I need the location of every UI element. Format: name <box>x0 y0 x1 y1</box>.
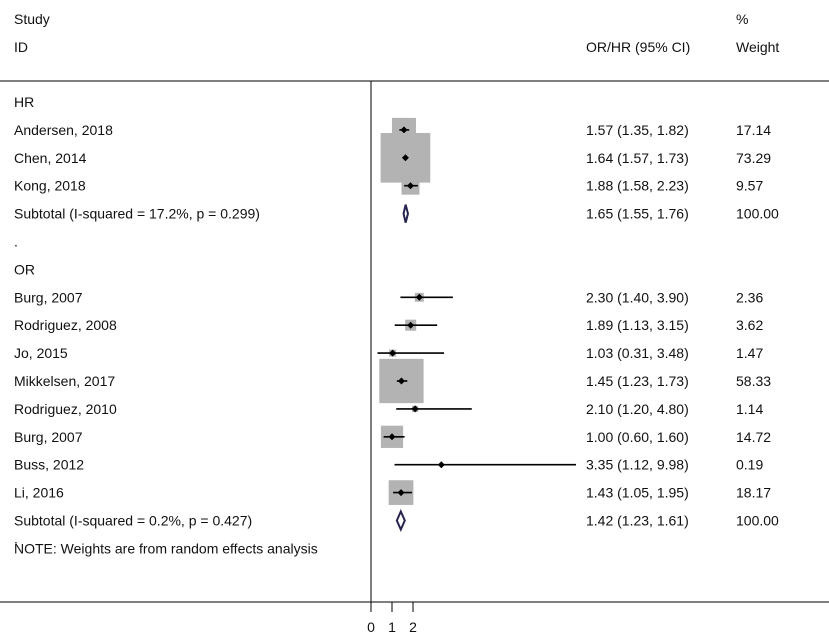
weight-text: 18.17 <box>736 485 771 501</box>
weight-text: 100.00 <box>736 513 779 529</box>
ci-text: 1.57 (1.35, 1.82) <box>586 122 689 138</box>
weight-text: 2.36 <box>736 289 763 305</box>
point-estimate <box>407 321 415 329</box>
ci-text: 1.42 (1.23, 1.61) <box>586 513 689 529</box>
study-label: Burg, 2007 <box>14 429 83 445</box>
ci-text: 1.65 (1.55, 1.76) <box>586 206 689 222</box>
weight-text: 1.47 <box>736 345 763 361</box>
ci-text: 1.43 (1.05, 1.95) <box>586 485 689 501</box>
weight-text: 58.33 <box>736 373 771 389</box>
note-text: NOTE: Weights are from random effects an… <box>14 540 318 556</box>
weight-text: 14.72 <box>736 429 771 445</box>
group-label: HR <box>14 94 34 110</box>
ci-text: 3.35 (1.12, 9.98) <box>586 457 689 473</box>
x-tick-label-0: 0 <box>367 619 375 635</box>
weight-text: 73.29 <box>736 150 771 166</box>
separator-dot: . <box>14 234 18 250</box>
forest-rows: HR Andersen, 2018 1.57 (1.35, 1.82) 17.14 Ch… <box>14 94 779 556</box>
study-label: Buss, 2012 <box>14 457 84 473</box>
header-percent: % <box>736 11 748 27</box>
ci-text: 1.45 (1.23, 1.73) <box>586 373 689 389</box>
point-estimate <box>389 349 397 357</box>
weight-text: 0.19 <box>736 457 763 473</box>
ci-text: 1.64 (1.57, 1.73) <box>586 150 689 166</box>
point-estimate <box>406 182 414 190</box>
header-weight: Weight <box>736 39 779 55</box>
ci-text: 2.30 (1.40, 3.90) <box>586 289 689 305</box>
study-label: Rodriguez, 2010 <box>14 401 117 417</box>
header-id: ID <box>14 39 28 55</box>
subtotal-label: Subtotal (I-squared = 17.2%, p = 0.299) <box>14 206 260 222</box>
pooled-diamond <box>395 509 406 532</box>
point-estimate <box>400 126 408 134</box>
header-study: Study <box>14 11 50 27</box>
study-label: Li, 2016 <box>14 485 64 501</box>
group-label: OR <box>14 261 35 277</box>
weight-text: 3.62 <box>736 317 763 333</box>
subtotal-label: Subtotal (I-squared = 0.2%, p = 0.427) <box>14 513 252 529</box>
header-ci: OR/HR (95% CI) <box>586 39 690 55</box>
point-estimate <box>411 405 419 413</box>
ci-text: 1.03 (0.31, 3.48) <box>586 345 689 361</box>
study-label: Burg, 2007 <box>14 289 83 305</box>
separator-dot: . <box>14 530 18 546</box>
ci-text: 1.88 (1.58, 2.23) <box>586 178 689 194</box>
ci-text: 1.89 (1.13, 3.15) <box>586 317 689 333</box>
pooled-diamond <box>402 204 409 223</box>
point-estimate <box>437 461 445 469</box>
point-estimate <box>401 154 409 162</box>
study-label: Jo, 2015 <box>14 345 68 361</box>
weight-text: 1.14 <box>736 401 763 417</box>
study-label: Mikkelsen, 2017 <box>14 373 115 389</box>
x-tick-label-1: 1 <box>388 619 396 635</box>
weight-text: 9.57 <box>736 178 763 194</box>
point-estimate <box>397 377 405 385</box>
study-label: Andersen, 2018 <box>14 122 113 138</box>
weight-text: 100.00 <box>736 206 779 222</box>
point-estimate <box>397 489 405 497</box>
ci-text: 1.00 (0.60, 1.60) <box>586 429 689 445</box>
x-tick-label-2: 2 <box>409 619 417 635</box>
weight-text: 17.14 <box>736 122 771 138</box>
study-label: Kong, 2018 <box>14 178 86 194</box>
point-estimate <box>415 293 423 301</box>
study-label: Chen, 2014 <box>14 150 87 166</box>
ci-text: 2.10 (1.20, 4.80) <box>586 401 689 417</box>
point-estimate <box>388 433 396 441</box>
study-label: Rodriguez, 2008 <box>14 317 117 333</box>
